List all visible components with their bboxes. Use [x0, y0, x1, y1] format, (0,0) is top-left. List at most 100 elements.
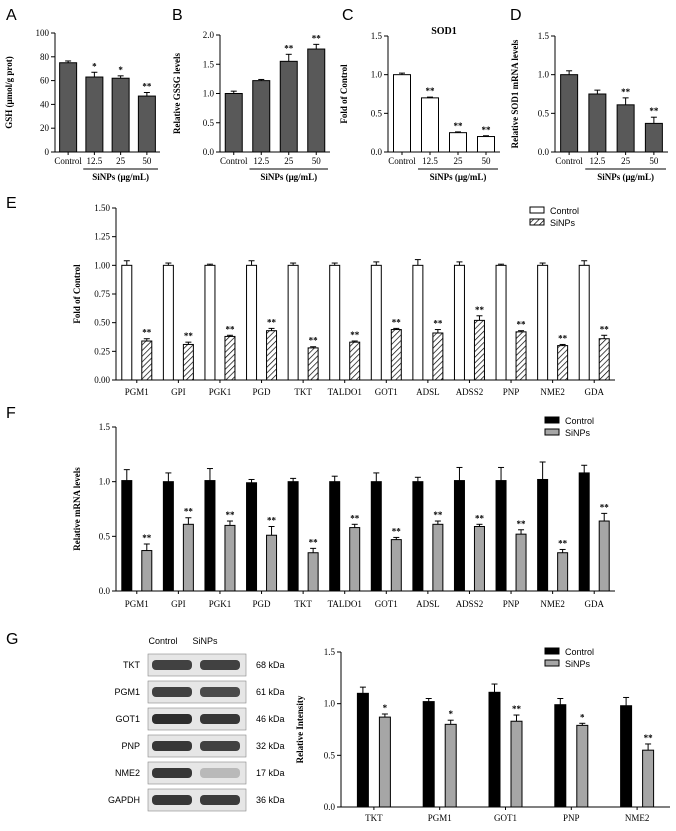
- panel-label-c: C: [342, 7, 354, 24]
- chart-b: 0.0 0.5 1.0 1.5 2.0 Relative GSSG levels Contr…: [172, 30, 330, 182]
- significance-label: **: [475, 305, 485, 315]
- bar-value: [111, 77, 130, 153]
- x-tick-label: PGM1: [125, 387, 149, 397]
- blot-band: [200, 687, 240, 697]
- bar-control: [246, 482, 258, 592]
- significance-label: **: [309, 537, 319, 547]
- bar-control: [620, 705, 633, 808]
- bar-sinps: [515, 533, 527, 592]
- x-tick-label: PNP: [503, 387, 520, 397]
- x-axis-label: SiNPs (μg/mL): [597, 172, 654, 182]
- significance-label: **: [649, 106, 659, 116]
- bar-value: [85, 76, 104, 153]
- x-tick-label: PNP: [503, 599, 520, 609]
- blot-strip: [147, 707, 247, 731]
- blot-strip: [147, 788, 247, 812]
- bar-value: [560, 74, 579, 153]
- blot-band: [152, 660, 192, 670]
- y-tick-label: 0.5: [99, 531, 111, 541]
- bar-control: [578, 472, 590, 592]
- significance-label: **: [517, 320, 527, 330]
- x-tick-label: 50: [142, 156, 152, 166]
- bar-sinps: [473, 525, 485, 592]
- x-tick-label: 12.5: [422, 156, 438, 166]
- legend-label: Control: [565, 647, 594, 657]
- x-tick-label: 25: [284, 156, 294, 166]
- x-tick-label: 25: [454, 156, 464, 166]
- y-tick-label: 0.00: [94, 375, 110, 385]
- bar-sinps: [390, 539, 402, 592]
- x-tick-label: Control: [388, 156, 416, 166]
- bar-control: [537, 478, 549, 592]
- panel-label-b: B: [172, 7, 183, 24]
- x-axis-label: SiNPs (μg/mL): [260, 172, 317, 182]
- blot-band: [152, 795, 192, 805]
- x-tick-label: GPI: [171, 387, 186, 397]
- significance-label: **: [512, 704, 522, 714]
- x-tick-label: ADSL: [416, 387, 440, 397]
- y-tick-label: 1.0: [203, 89, 215, 99]
- legend-swatch: [544, 659, 560, 667]
- bar-value: [307, 48, 326, 153]
- legend-label: SiNPs: [565, 659, 591, 669]
- x-tick-label: GPI: [171, 599, 186, 609]
- kda-label: 36 kDa: [256, 795, 285, 805]
- bar-control: [554, 704, 567, 808]
- blot-band: [200, 768, 240, 778]
- bar-control: [412, 264, 424, 381]
- bar-control: [204, 480, 216, 592]
- panel-label-d: D: [510, 7, 522, 24]
- significance-label: **: [142, 533, 152, 543]
- protein-label: PNP: [121, 741, 140, 751]
- x-tick-label: Control: [555, 156, 583, 166]
- bar-control: [246, 264, 258, 381]
- significance-label: *: [580, 712, 585, 722]
- bar-value: [137, 95, 156, 153]
- legend-swatch: [529, 218, 545, 226]
- bar-control: [162, 481, 174, 592]
- y-tick-label: 40: [40, 99, 50, 109]
- bar-sinps: [307, 347, 319, 381]
- blot-band: [200, 714, 240, 724]
- y-tick-label: 0.5: [324, 750, 336, 760]
- y-tick-label: 0.0: [538, 147, 550, 157]
- x-tick-label: ADSS2: [456, 387, 484, 397]
- bar-control: [329, 481, 341, 592]
- blot-band: [152, 741, 192, 751]
- significance-label: **: [267, 515, 277, 525]
- bar-control: [287, 264, 299, 381]
- significance-label: **: [350, 513, 360, 523]
- bar-sinps: [515, 331, 527, 381]
- significance-label: **: [433, 319, 443, 329]
- chart-g-quantification: 0.0 0.5 1.0 1.5 Relative Intensity TKT * PGM1 * G…: [295, 647, 670, 823]
- significance-label: *: [118, 65, 123, 75]
- x-tick-label: TKT: [294, 599, 312, 609]
- bar-sinps: [307, 552, 319, 592]
- kda-label: 46 kDa: [256, 714, 285, 724]
- y-tick-label: 1.0: [324, 699, 336, 709]
- kda-label: 17 kDa: [256, 768, 285, 778]
- y-tick-label: 0.25: [94, 346, 110, 356]
- legend-label: Control: [565, 416, 594, 426]
- blot-band: [200, 741, 240, 751]
- significance-label: **: [600, 502, 610, 512]
- significance-label: **: [433, 510, 443, 520]
- y-tick-label: 1.0: [99, 477, 111, 487]
- y-tick-label: 0.50: [94, 318, 110, 328]
- bar-control: [578, 264, 590, 381]
- bar-control: [495, 264, 507, 381]
- bar-control: [537, 264, 549, 381]
- y-tick-label: 0.0: [203, 147, 215, 157]
- significance-label: **: [225, 324, 235, 334]
- x-axis-label: SiNPs (μg/mL): [430, 172, 487, 182]
- y-tick-label: 1.0: [538, 70, 550, 80]
- x-tick-label: NME2: [540, 599, 565, 609]
- bar-value: [588, 93, 607, 153]
- x-axis-label: SiNPs (μg/mL): [92, 172, 149, 182]
- significance-label: **: [426, 86, 436, 96]
- y-axis-label: GSH (μmol/g prot): [4, 56, 14, 128]
- bar-sinps: [642, 749, 655, 808]
- panel-label-f: F: [6, 405, 16, 422]
- y-tick-label: 1.5: [99, 422, 111, 432]
- y-axis-label: Relative SOD1 mRNA levels: [510, 39, 520, 148]
